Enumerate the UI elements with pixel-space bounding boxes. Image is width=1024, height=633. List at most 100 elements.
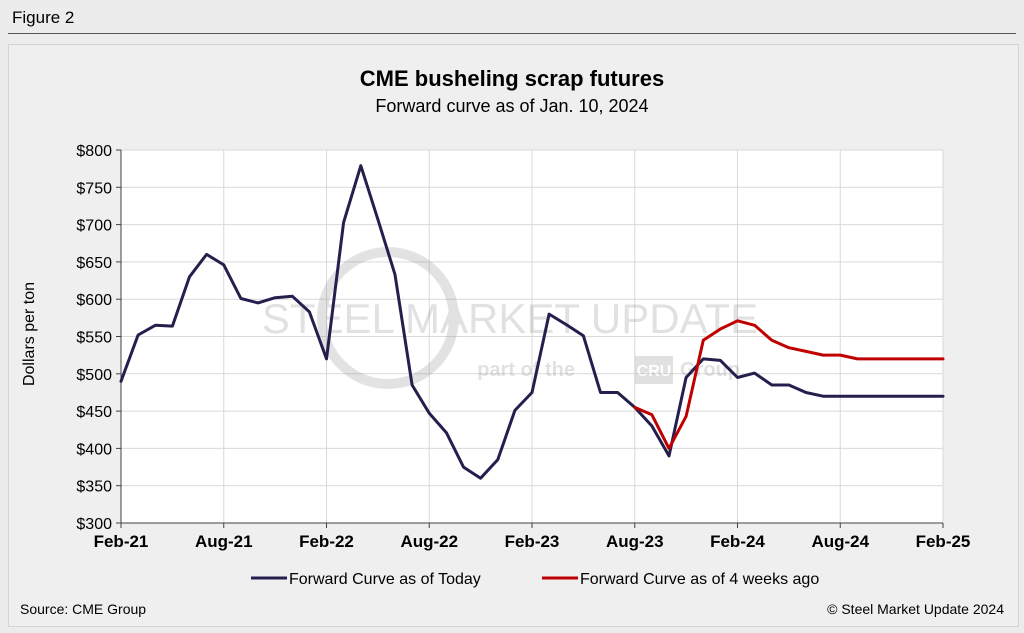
y-tick-label: $500 — [76, 367, 112, 384]
x-tick-label: Feb-23 — [505, 532, 560, 551]
y-tick-label: $450 — [76, 404, 112, 421]
data-point — [942, 395, 945, 398]
data-point — [805, 350, 808, 353]
x-tick-label: Feb-22 — [299, 532, 354, 551]
data-point — [154, 324, 157, 327]
y-tick-label: $800 — [76, 143, 112, 160]
data-point — [668, 454, 671, 457]
data-point — [531, 391, 534, 394]
data-point — [924, 395, 927, 398]
data-point — [873, 357, 876, 360]
data-point — [137, 334, 140, 337]
data-point — [548, 313, 551, 316]
y-tick-label: $600 — [76, 292, 112, 309]
chart-subtitle: Forward curve as of Jan. 10, 2024 — [375, 96, 648, 116]
data-point — [907, 395, 910, 398]
data-point — [822, 395, 825, 398]
data-point — [668, 447, 671, 450]
data-point — [633, 406, 636, 409]
data-point — [685, 376, 688, 379]
copyright-note: © Steel Market Update 2024 — [827, 601, 1004, 617]
data-point — [257, 301, 260, 304]
series-line-4-weeks-ago — [633, 319, 945, 450]
data-point — [770, 339, 773, 342]
data-point — [325, 357, 328, 360]
data-point — [376, 218, 379, 221]
y-tick-label: $300 — [76, 516, 112, 533]
data-point — [873, 395, 876, 398]
legend: Forward Curve as of Today Forward Curve a… — [251, 571, 819, 588]
source-note: Source: CME Group — [20, 601, 147, 617]
gridlines — [121, 149, 944, 523]
data-point — [222, 263, 225, 266]
legend-label: Forward Curve as of Today — [289, 571, 481, 588]
data-point — [171, 325, 174, 328]
data-point — [650, 425, 653, 428]
data-point — [685, 415, 688, 418]
x-tick-label: Aug-24 — [811, 532, 869, 551]
data-point — [582, 334, 585, 337]
data-point — [753, 372, 756, 375]
watermark-logo-text: CRU — [637, 363, 672, 380]
y-tick-label: $350 — [76, 479, 112, 496]
data-point — [890, 395, 893, 398]
x-tick-label: Feb-25 — [916, 532, 971, 551]
data-point — [616, 391, 619, 394]
data-point — [856, 357, 859, 360]
data-point — [359, 164, 362, 167]
data-point — [942, 357, 945, 360]
data-point — [907, 357, 910, 360]
data-point — [188, 275, 191, 278]
data-point — [342, 221, 345, 224]
data-point — [291, 295, 294, 298]
data-point — [736, 376, 739, 379]
data-point — [822, 354, 825, 357]
series-lines — [119, 164, 945, 480]
x-tick-label: Aug-22 — [400, 532, 458, 551]
data-point — [428, 412, 431, 415]
data-point — [787, 346, 790, 349]
y-axis-label: Dollars per ton — [21, 282, 38, 386]
data-point — [496, 458, 499, 461]
data-point — [770, 383, 773, 386]
data-point — [924, 357, 927, 360]
data-point — [839, 354, 842, 357]
figure-divider — [8, 33, 1016, 34]
axes: $300 $350 $400 $450 $500 $550 $600 $650 $700 $750… — [76, 143, 970, 551]
data-point — [839, 395, 842, 398]
data-point — [719, 328, 722, 331]
data-point — [513, 409, 516, 412]
watermark-subtitle-pre: part of the — [477, 359, 575, 381]
y-tick-label: $750 — [76, 180, 112, 197]
chart-title: CME busheling scrap futures — [360, 66, 664, 91]
data-point — [599, 391, 602, 394]
data-point — [445, 431, 448, 434]
data-point — [205, 253, 208, 256]
x-tick-label: Feb-21 — [94, 532, 149, 551]
data-point — [239, 297, 242, 300]
data-point — [394, 273, 397, 276]
watermark-title: STEEL MARKET UPDATE — [262, 295, 758, 342]
x-tick-label: Aug-23 — [606, 532, 664, 551]
y-tick-label: $650 — [76, 255, 112, 272]
data-point — [719, 359, 722, 362]
watermark-logo-box — [635, 356, 673, 384]
y-tick-label: $400 — [76, 441, 112, 458]
data-point — [890, 357, 893, 360]
data-point — [736, 319, 739, 322]
data-point — [856, 395, 859, 398]
y-tick-label: $700 — [76, 218, 112, 235]
data-point — [274, 296, 277, 299]
series-line-today — [119, 164, 945, 480]
data-point — [787, 383, 790, 386]
data-point — [462, 466, 465, 469]
y-tick-label: $550 — [76, 330, 112, 347]
x-tick-label: Feb-24 — [710, 532, 765, 551]
data-point — [702, 339, 705, 342]
data-point — [411, 383, 414, 386]
data-point — [753, 324, 756, 327]
data-point — [650, 413, 653, 416]
data-point — [565, 323, 568, 326]
data-point — [479, 477, 482, 480]
